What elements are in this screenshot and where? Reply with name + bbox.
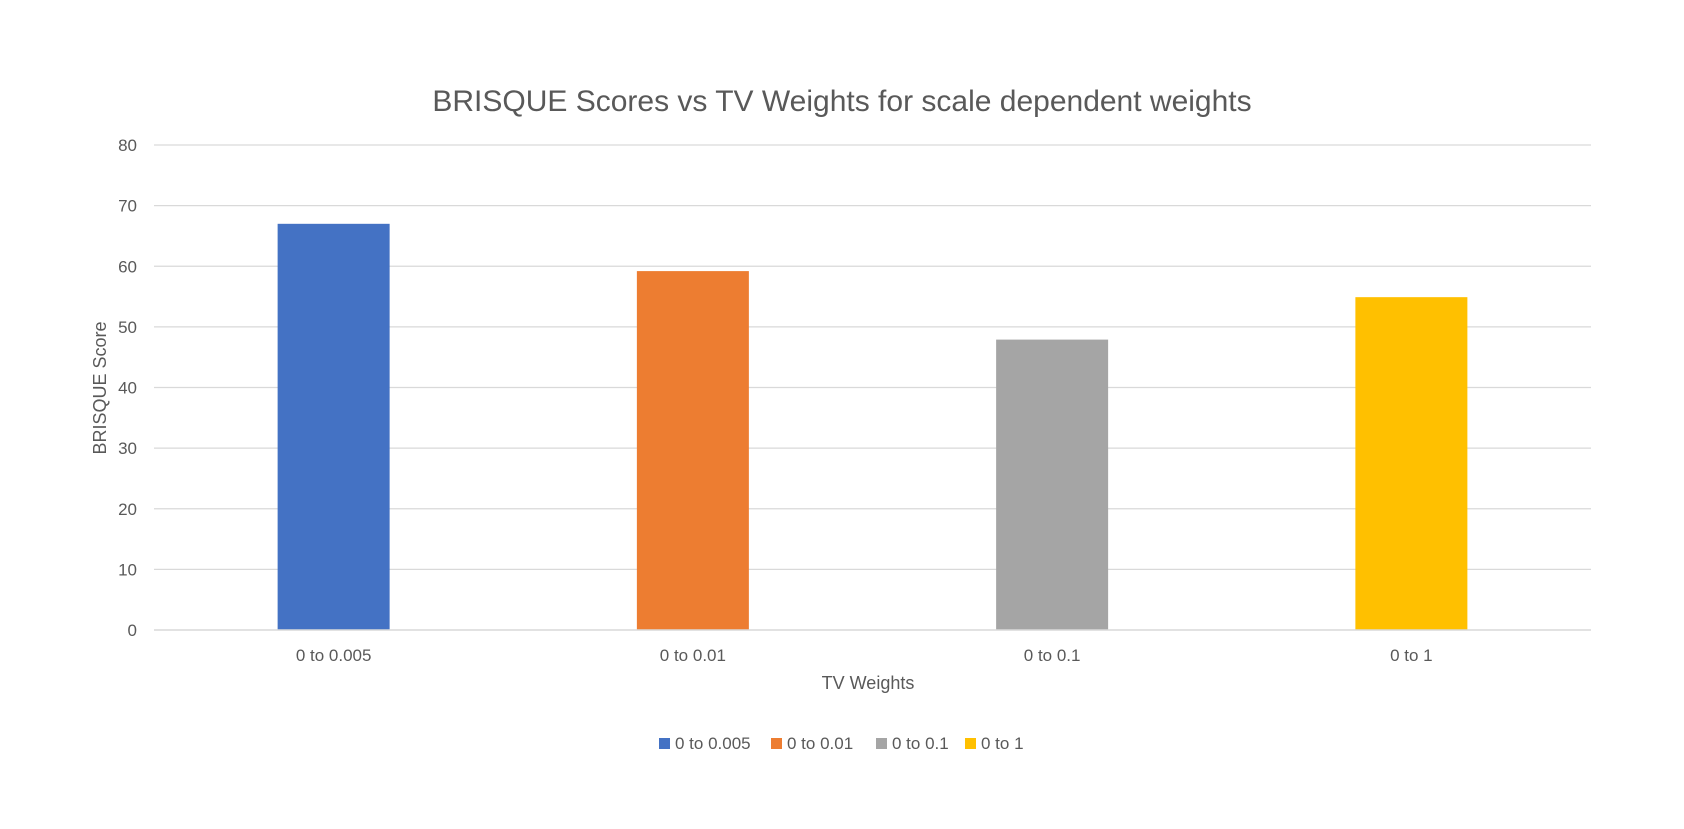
y-tick-label: 10 <box>118 560 137 579</box>
bar-4 <box>1355 297 1468 630</box>
legend-label: 0 to 0.005 <box>675 734 751 753</box>
x-tick-label: 0 to 0.1 <box>1024 646 1081 665</box>
bars <box>277 223 1468 630</box>
legend-label: 0 to 1 <box>981 734 1024 753</box>
legend-swatch <box>771 738 782 749</box>
x-tick-label: 0 to 0.005 <box>296 646 372 665</box>
legend-swatch <box>876 738 887 749</box>
y-tick-label: 50 <box>118 318 137 337</box>
y-tick-label: 20 <box>118 500 137 519</box>
x-axis-ticks: 0 to 0.005 0 to 0.01 0 to 0.1 0 to 1 <box>296 646 1433 665</box>
legend-swatch <box>659 738 670 749</box>
legend-label: 0 to 0.1 <box>892 734 949 753</box>
y-tick-label: 80 <box>118 136 137 155</box>
bar-1 <box>277 223 390 630</box>
x-axis-title: TV Weights <box>822 673 915 693</box>
x-tick-label: 0 to 1 <box>1390 646 1433 665</box>
gridlines <box>154 144 1591 570</box>
y-tick-label: 60 <box>118 257 137 276</box>
y-axis-ticks: 0 10 20 30 40 50 60 70 80 <box>118 136 137 640</box>
legend-swatch <box>965 738 976 749</box>
bar-3 <box>996 339 1109 630</box>
x-tick-label: 0 to 0.01 <box>660 646 726 665</box>
chart-title: BRISQUE Scores vs TV Weights for scale d… <box>432 85 1251 118</box>
y-tick-label: 30 <box>118 439 137 458</box>
bar-2 <box>636 271 749 630</box>
y-tick-label: 0 <box>128 621 137 640</box>
y-tick-label: 70 <box>118 197 137 216</box>
y-axis-title: BRISQUE Score <box>90 321 110 454</box>
y-tick-label: 40 <box>118 379 137 398</box>
legend: 0 to 0.005 0 to 0.01 0 to 0.1 0 to 1 <box>659 734 1024 753</box>
legend-label: 0 to 0.01 <box>787 734 853 753</box>
